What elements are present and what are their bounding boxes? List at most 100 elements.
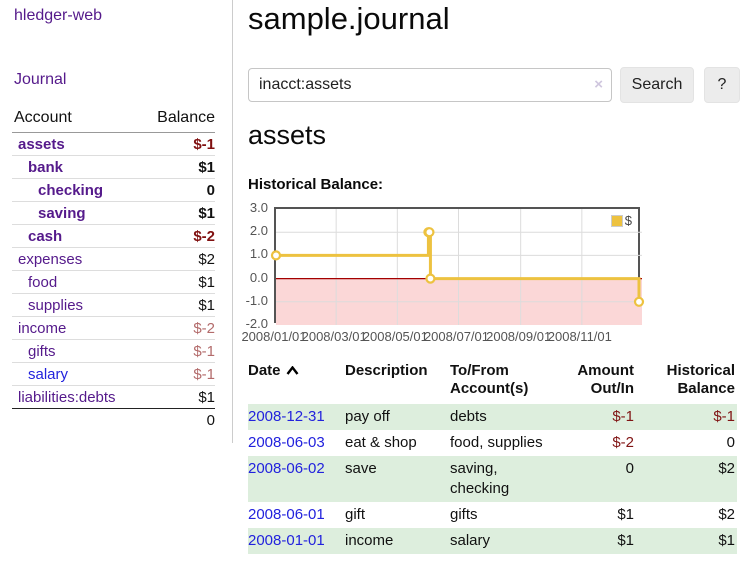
account-link[interactable]: cash: [28, 227, 63, 245]
account-balance: $2: [150, 247, 215, 271]
account-row: income $-2: [12, 316, 215, 340]
account-link[interactable]: liabilities:debts: [18, 388, 116, 406]
main-content: sample.journal × Search ? assets Histori…: [241, 0, 742, 582]
register-accounts: gifts: [450, 506, 478, 523]
search-button[interactable]: Search: [620, 67, 694, 103]
account-row: food $1: [12, 270, 215, 294]
accounts-header-balance: Balance: [150, 106, 215, 133]
chart-title: Historical Balance:: [248, 176, 384, 193]
clear-search-icon[interactable]: ×: [594, 76, 603, 93]
register-accounts: salary: [450, 528, 558, 554]
sort-asc-icon: [286, 362, 299, 380]
account-link[interactable]: assets: [18, 135, 65, 153]
register-date-link[interactable]: 2008-06-03: [248, 434, 325, 451]
account-link[interactable]: expenses: [18, 250, 83, 268]
y-axis-tick-label: -2.0: [245, 316, 268, 331]
account-row: expenses $2: [12, 247, 215, 271]
register-balance: $2: [718, 506, 735, 523]
account-balance: $-1: [193, 135, 215, 153]
search-input[interactable]: [248, 68, 612, 102]
register-header-accounts: To/From Account(s): [450, 362, 529, 397]
register-header-amount: Amount Out/In: [577, 362, 634, 397]
legend-swatch-icon: [610, 214, 623, 227]
account-link[interactable]: income: [18, 319, 67, 337]
account-row: cash $-2: [12, 224, 215, 248]
x-axis-tick-label: 2008/05/01: [362, 329, 428, 344]
data-point: [425, 273, 436, 284]
app-title-link[interactable]: hledger-web: [14, 7, 103, 24]
register-row: 2008-06-02 save saving, checking 0 $2: [248, 456, 737, 502]
accounts-table: Account Balance assets $-1 bank $1 checking 0…: [12, 106, 215, 432]
register-amount: $1: [617, 506, 634, 523]
account-balance: $-2: [150, 316, 215, 340]
chart-plot-area: $: [270, 207, 645, 325]
register-accounts: saving, checking: [450, 456, 558, 502]
chart-canvas: [270, 209, 645, 325]
legend-label: $: [624, 213, 632, 228]
register-row: 2008-06-01 gift gifts $1 $2: [248, 502, 737, 528]
account-row: gifts $-1: [12, 339, 215, 363]
y-axis-tick-label: 2.0: [249, 223, 268, 239]
accounts-total-row: 0: [12, 408, 215, 432]
account-row: liabilities:debts $1: [12, 385, 215, 409]
register-amount: 0: [558, 456, 642, 502]
account-row: bank $1: [12, 155, 215, 179]
x-axis-tick-label: 2008/01/01: [241, 329, 307, 344]
account-balance: $1: [150, 385, 215, 409]
register-description: pay off: [345, 404, 450, 430]
account-balance: $-1: [150, 339, 215, 363]
page-title: sample.journal: [248, 1, 450, 36]
historical-balance-chart[interactable]: $ 3.0 2.0 1.0 0.0 -1.0 -2.0 2008/01/01 2008/03/…: [208, 200, 708, 347]
register-header-date[interactable]: Date: [248, 358, 345, 404]
accounts-header-account: Account: [12, 106, 150, 133]
register-date-link[interactable]: 2008-12-31: [248, 408, 325, 425]
y-axis-tick-label: 1.0: [249, 246, 268, 262]
account-link[interactable]: salary: [28, 365, 69, 383]
register-balance: $1: [642, 528, 737, 554]
register-description: income: [345, 528, 450, 554]
data-point: [633, 296, 645, 307]
register-date-link[interactable]: 2008-06-02: [248, 460, 325, 477]
account-link[interactable]: bank: [28, 158, 64, 176]
search-form: × Search ?: [248, 67, 742, 104]
account-link[interactable]: food: [28, 273, 58, 291]
register-date-link[interactable]: 2008-06-01: [248, 506, 325, 523]
sidebar-item-journal[interactable]: Journal: [14, 71, 67, 88]
x-axis-tick-label: 2008/09/01: [486, 329, 552, 344]
register-amount: $1: [558, 528, 642, 554]
register-description: gift: [345, 506, 366, 523]
account-row: supplies $1: [12, 293, 215, 317]
account-row: assets $-1: [12, 133, 215, 156]
y-axis-tick-label: 3.0: [249, 200, 268, 215]
help-button[interactable]: ?: [704, 67, 740, 103]
register-description: eat & shop: [345, 434, 417, 451]
account-balance: $-2: [150, 224, 215, 248]
chart-legend: $: [610, 213, 632, 228]
account-row: salary $-1: [12, 362, 215, 386]
account-row: saving $1: [12, 201, 215, 225]
account-balance: $1: [150, 293, 215, 317]
x-axis-tick-label: 2008/11/01: [547, 329, 612, 344]
account-heading: assets: [248, 120, 327, 150]
y-axis-tick-label: -1.0: [245, 292, 268, 308]
register-accounts: food, supplies: [450, 434, 543, 451]
register-amount: $-1: [558, 404, 642, 430]
account-link[interactable]: checking: [38, 181, 104, 199]
data-point: [424, 227, 435, 238]
register-row: 2008-01-01 income salary $1 $1: [248, 528, 737, 554]
register-row: 2008-12-31 pay off debts $-1 $-1: [248, 404, 737, 430]
account-link[interactable]: gifts: [28, 342, 56, 360]
account-row: checking 0: [12, 178, 215, 202]
accounts-total-value: 0: [150, 408, 215, 432]
x-axis-tick-label: 2008/07/01: [423, 329, 490, 344]
register-header-description: Description: [345, 362, 428, 379]
account-link[interactable]: saving: [38, 204, 86, 222]
account-link[interactable]: supplies: [28, 296, 84, 314]
register-row: 2008-06-03 eat & shop food, supplies $-2 0: [248, 430, 737, 456]
account-balance: 0: [150, 178, 215, 202]
register-accounts: debts: [450, 404, 558, 430]
y-axis-tick-label: 0.0: [249, 269, 268, 285]
register-amount: $-2: [612, 434, 634, 451]
register-date-link[interactable]: 2008-01-01: [248, 532, 325, 549]
account-balance: $1: [150, 270, 215, 294]
